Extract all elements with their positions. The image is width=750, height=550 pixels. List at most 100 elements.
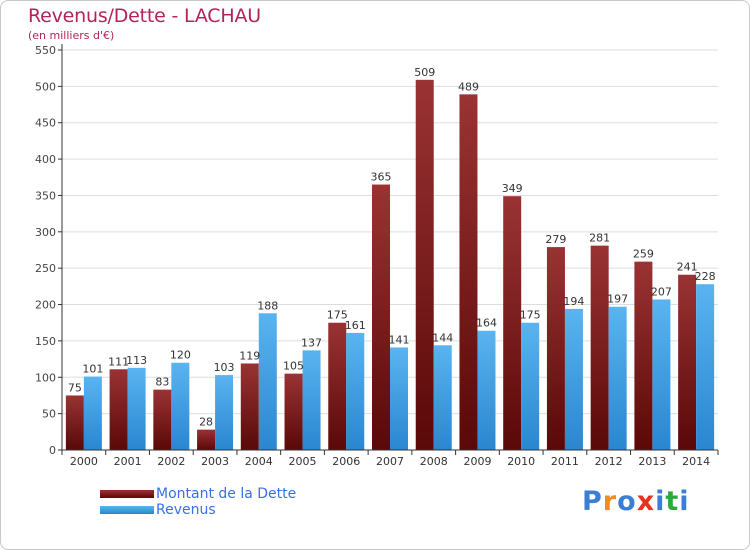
- x-tick-label: 2005: [289, 455, 317, 468]
- bar-dette: [634, 261, 653, 450]
- data-label-revenus: 228: [695, 270, 716, 283]
- legend-label-revenus: Revenus: [156, 502, 216, 518]
- bar-dette: [153, 389, 172, 450]
- data-label-dette: 83: [155, 376, 169, 389]
- bar-dette: [459, 94, 478, 450]
- x-tick-label: 2001: [114, 455, 142, 468]
- bar-revenus: [258, 313, 277, 450]
- data-label-dette: 75: [68, 381, 82, 394]
- bar-revenus: [564, 308, 583, 450]
- chart-title: Revenus/Dette - LACHAU: [28, 5, 261, 27]
- logo-letter: x: [636, 486, 656, 517]
- data-label-revenus: 103: [214, 361, 235, 374]
- chart-subtitle: (en milliers d'€): [28, 29, 115, 42]
- legend: Montant de la Dette Revenus: [100, 486, 296, 518]
- logo-letter: i: [655, 486, 666, 517]
- bar-revenus: [477, 330, 496, 450]
- bar-dette: [197, 429, 216, 450]
- x-tick-label: 2013: [638, 455, 666, 468]
- bar-revenus: [302, 350, 321, 450]
- data-label-dette: 489: [458, 80, 479, 93]
- data-label-revenus: 137: [301, 336, 322, 349]
- x-tick-label: 2008: [420, 455, 448, 468]
- y-tick-label: 450: [35, 117, 56, 130]
- y-tick-label: 350: [35, 189, 56, 202]
- x-tick-label: 2009: [463, 455, 491, 468]
- y-tick-label: 400: [35, 153, 56, 166]
- y-tick-label: 550: [35, 44, 56, 57]
- bar-revenus: [433, 345, 452, 450]
- data-label-revenus: 175: [520, 309, 541, 322]
- logo-letter: t: [665, 486, 680, 517]
- data-label-dette: 241: [677, 261, 698, 274]
- data-label-revenus: 101: [82, 363, 103, 376]
- bar-dette: [678, 274, 697, 450]
- bars: [65, 79, 715, 451]
- bar-revenus: [696, 284, 715, 450]
- legend-swatch-dette: [100, 490, 154, 498]
- y-tick-label: 150: [35, 335, 56, 348]
- data-label-dette: 279: [545, 233, 566, 246]
- bar-dette: [240, 363, 259, 450]
- y-tick-label: 0: [49, 444, 56, 457]
- bar-dette: [590, 245, 609, 450]
- bar-revenus: [215, 375, 234, 450]
- legend-item-dette: Montant de la Dette: [100, 486, 296, 502]
- bar-dette: [284, 373, 303, 450]
- x-tick-label: 2007: [376, 455, 404, 468]
- labels: 0501001502002503003504004505005502000751…: [35, 44, 716, 468]
- data-label-revenus: 161: [345, 319, 366, 332]
- bar-revenus: [521, 322, 540, 450]
- y-tick-label: 500: [35, 80, 56, 93]
- y-tick-label: 50: [42, 408, 56, 421]
- x-tick-label: 2010: [507, 455, 535, 468]
- y-tick-label: 200: [35, 299, 56, 312]
- data-label-dette: 349: [502, 182, 523, 195]
- x-tick-label: 2003: [201, 455, 229, 468]
- legend-label-dette: Montant de la Dette: [156, 486, 297, 502]
- data-label-revenus: 164: [476, 317, 497, 330]
- legend-swatch-revenus: [100, 506, 154, 514]
- data-label-dette: 281: [589, 232, 610, 245]
- data-label-dette: 509: [414, 66, 435, 79]
- legend-item-revenus: Revenus: [100, 502, 296, 518]
- x-tick-label: 2002: [157, 455, 185, 468]
- bar-revenus: [652, 299, 671, 450]
- bar-revenus: [608, 306, 627, 450]
- axes: [58, 44, 719, 455]
- x-tick-label: 2011: [551, 455, 579, 468]
- data-label-revenus: 141: [389, 333, 410, 346]
- data-label-dette: 365: [371, 171, 392, 184]
- bar-dette: [109, 369, 128, 450]
- data-label-revenus: 188: [257, 299, 278, 312]
- data-label-dette: 28: [199, 416, 213, 429]
- data-label-dette: 119: [239, 349, 260, 362]
- x-tick-label: 2000: [70, 455, 98, 468]
- y-tick-label: 100: [35, 371, 56, 384]
- logo-letter: P: [582, 486, 603, 517]
- y-tick-label: 250: [35, 262, 56, 275]
- bar-dette: [65, 395, 84, 450]
- bar-revenus: [171, 362, 190, 450]
- bar-revenus: [390, 347, 408, 450]
- data-label-revenus: 194: [563, 295, 584, 308]
- data-label-dette: 175: [327, 309, 348, 322]
- data-label-revenus: 144: [432, 331, 453, 344]
- bar-revenus: [346, 332, 365, 450]
- data-label-revenus: 197: [607, 293, 628, 306]
- bar-revenus: [127, 367, 146, 450]
- bar-dette: [328, 322, 347, 450]
- data-label-revenus: 113: [126, 354, 147, 367]
- data-label-dette: 111: [108, 355, 129, 368]
- logo-letter: r: [602, 486, 618, 517]
- bar-dette: [546, 247, 565, 450]
- data-label-dette: 259: [633, 248, 654, 261]
- logo-letter: o: [617, 486, 637, 517]
- data-label-dette: 105: [283, 360, 304, 373]
- x-tick-label: 2006: [332, 455, 360, 468]
- proxiti-logo: Proxiti: [582, 486, 690, 517]
- bar-dette: [415, 79, 434, 451]
- x-tick-label: 2014: [682, 455, 710, 468]
- x-tick-label: 2012: [595, 455, 623, 468]
